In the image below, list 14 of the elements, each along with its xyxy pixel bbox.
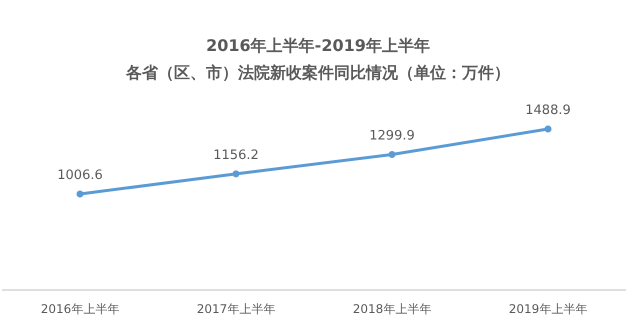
point	[232, 170, 240, 178]
data-label: 1488.9	[525, 103, 571, 118]
x-tick-label: 2017年上半年	[196, 302, 276, 316]
point	[388, 150, 396, 158]
chart-title: 2016年上半年-2019年上半年	[206, 36, 430, 55]
data-label: 1299.9	[369, 128, 415, 144]
point	[76, 190, 84, 198]
x-tick-label: 2018年上半年	[352, 302, 432, 316]
point	[544, 126, 552, 132]
x-tick-label: 2016年上半年	[40, 302, 120, 316]
data-label: 1006.6	[57, 168, 103, 183]
data-label: 1156.2	[213, 148, 259, 163]
x-tick-label: 2019年上半年	[508, 302, 588, 316]
chart-subtitle: 各省（区、市）法院新收案件同比情况（单位：万件）	[125, 63, 510, 82]
